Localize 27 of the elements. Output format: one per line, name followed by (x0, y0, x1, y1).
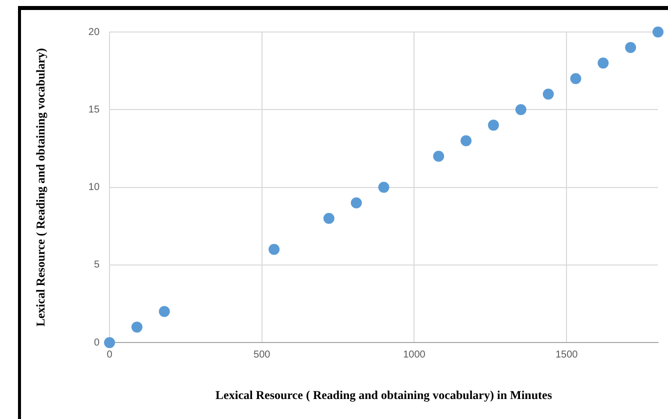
point (158, 306, 170, 318)
point (433, 150, 444, 162)
point (598, 58, 609, 69)
y-tick-label: 5 (94, 260, 100, 271)
x-tick-label: 1000 (403, 349, 426, 360)
point (488, 120, 499, 131)
y-axis-title: Lexical Resource ( Reading and obtaining vocabulary) (33, 48, 48, 327)
x-tick-label: 0 (106, 349, 113, 360)
y-tick-label: 20 (88, 26, 100, 38)
point (350, 197, 362, 208)
point (542, 88, 554, 100)
point (652, 26, 664, 38)
point (460, 135, 472, 146)
point (378, 182, 390, 193)
x-axis-title: Lexical Resource ( Reading and obtaining vocabulary) in Minutes (216, 388, 552, 402)
point (570, 73, 582, 84)
point (268, 244, 280, 255)
y-tick-label: 0 (94, 337, 100, 348)
point (323, 212, 334, 224)
point (515, 104, 526, 116)
x-tick-label: 1500 (555, 349, 578, 360)
x-tick-label: 500 (254, 349, 271, 360)
point (131, 322, 142, 333)
point (625, 42, 636, 54)
point (104, 337, 116, 348)
y-tick-label: 15 (88, 104, 100, 116)
y-tick-label: 10 (88, 182, 100, 194)
